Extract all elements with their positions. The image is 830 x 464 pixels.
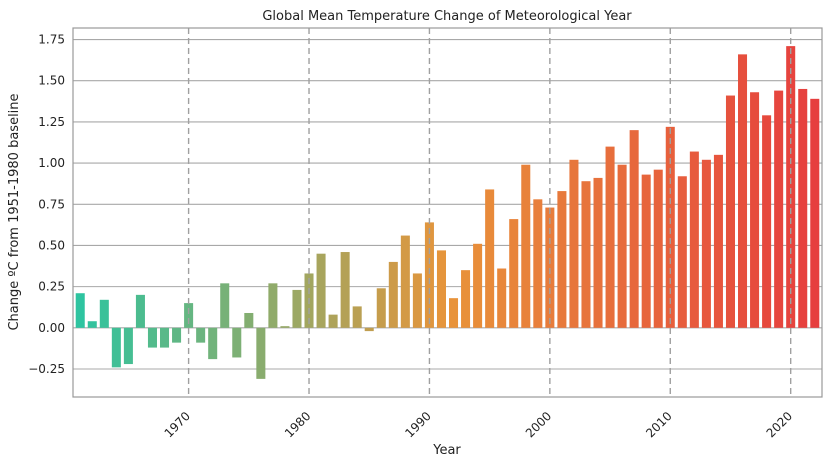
y-ticks: −0.25 0.00 0.25 0.50 0.75 1.00 1.25 1.50 1.75 xyxy=(28,33,65,376)
bar-1987 xyxy=(388,261,398,328)
bar-1984 xyxy=(352,306,362,328)
bar-2000 xyxy=(545,207,555,328)
bar-2018 xyxy=(762,115,772,328)
bar-1967 xyxy=(147,327,157,348)
bar-2003 xyxy=(581,181,591,328)
bar-1966 xyxy=(135,294,145,328)
x-grid-layer xyxy=(187,28,792,397)
y-tick-label: 1.25 xyxy=(38,115,65,129)
bar-2007 xyxy=(629,130,639,328)
bar-2009 xyxy=(653,169,663,328)
bar-2015 xyxy=(725,95,735,328)
bar-1975 xyxy=(244,312,254,328)
bar-2014 xyxy=(713,154,723,328)
bar-1999 xyxy=(533,199,543,328)
bar-1997 xyxy=(509,219,519,328)
y-tick-label: −0.25 xyxy=(28,362,65,376)
bar-1969 xyxy=(172,327,182,343)
y-axis-label: Change ºC from 1951-1980 baseline xyxy=(7,93,22,330)
bar-1963 xyxy=(99,299,109,328)
bar-1996 xyxy=(497,268,507,328)
bar-2006 xyxy=(617,164,627,328)
bars-layer xyxy=(75,46,820,379)
bar-1962 xyxy=(87,321,97,328)
bar-1964 xyxy=(111,327,121,368)
bar-1985 xyxy=(364,327,374,332)
y-tick-label: 0.25 xyxy=(38,280,65,294)
bar-1978 xyxy=(280,326,290,328)
bar-2016 xyxy=(738,54,748,328)
bar-1995 xyxy=(485,189,495,328)
y-tick-label: 1.50 xyxy=(38,74,65,88)
bar-1972 xyxy=(208,327,218,360)
bar-1994 xyxy=(473,243,483,328)
bar-1961 xyxy=(75,293,85,328)
bar-2022 xyxy=(810,98,820,328)
bar-1976 xyxy=(256,327,266,379)
bar-1993 xyxy=(461,270,471,328)
bar-1989 xyxy=(412,273,422,328)
bar-1983 xyxy=(340,252,350,328)
bar-1973 xyxy=(220,283,230,328)
bar-1968 xyxy=(160,327,170,348)
bar-2011 xyxy=(677,176,687,328)
bar-1991 xyxy=(436,250,446,328)
bar-1971 xyxy=(196,327,206,343)
bar-2020 xyxy=(786,46,796,328)
bar-2021 xyxy=(798,88,808,328)
bar-1992 xyxy=(449,298,459,328)
grid-layer xyxy=(73,38,822,370)
bar-1970 xyxy=(184,303,194,328)
y-tick-label: 0.75 xyxy=(38,197,65,211)
bar-2017 xyxy=(750,92,760,328)
bar-1979 xyxy=(292,289,302,328)
x-axis-label: Year xyxy=(432,443,461,458)
bar-1974 xyxy=(232,327,242,358)
bar-1965 xyxy=(123,327,133,365)
bar-2001 xyxy=(557,191,567,328)
bar-1977 xyxy=(268,283,278,328)
bar-2004 xyxy=(593,177,603,328)
bar-1981 xyxy=(316,253,326,328)
bar-2002 xyxy=(569,159,579,328)
y-tick-label: 0.00 xyxy=(38,321,65,335)
bar-1988 xyxy=(400,235,410,328)
bar-2005 xyxy=(605,146,615,328)
y-tick-label: 1.00 xyxy=(38,156,65,170)
y-tick-label: 0.50 xyxy=(38,238,65,252)
y-tick-label: 1.75 xyxy=(38,33,65,47)
bar-2008 xyxy=(641,174,651,328)
bar-1982 xyxy=(328,314,338,328)
plot-frame xyxy=(72,27,823,398)
chart-title: Global Mean Temperature Change of Meteor… xyxy=(262,9,632,24)
bar-2019 xyxy=(774,90,784,328)
bar-2012 xyxy=(689,151,699,328)
bar-1998 xyxy=(521,164,531,328)
bar-1986 xyxy=(376,288,386,328)
bar-2013 xyxy=(701,159,711,328)
bar-2010 xyxy=(665,126,675,328)
bar-1990 xyxy=(424,222,434,328)
